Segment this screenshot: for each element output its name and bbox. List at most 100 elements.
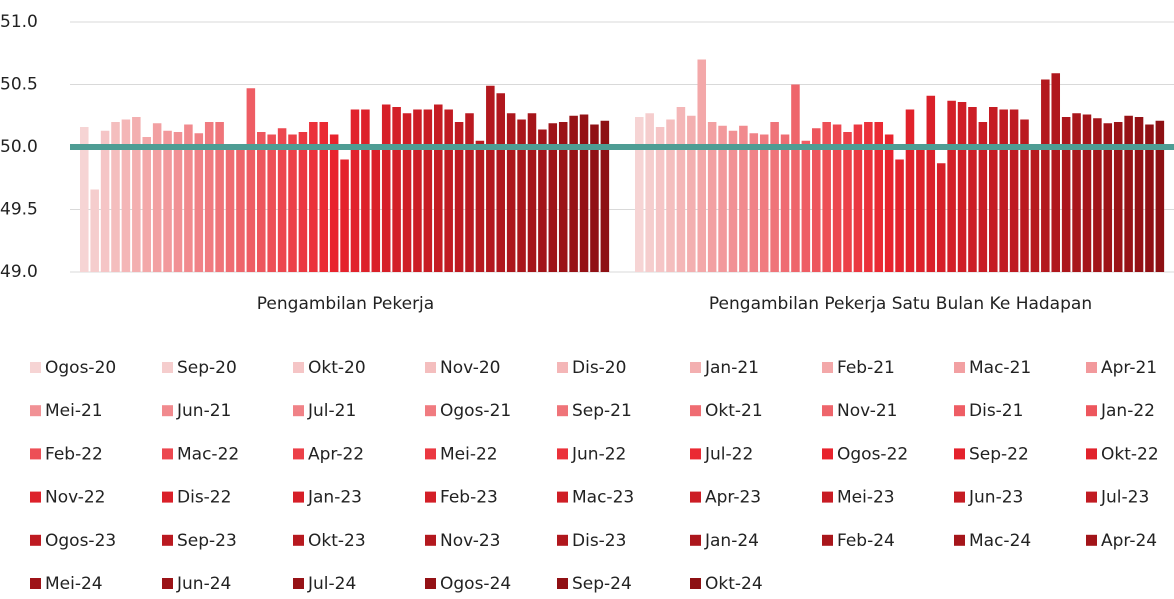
legend-swatch <box>557 448 568 460</box>
legend-label: Sep-24 <box>572 574 632 594</box>
legend-label: Ogos-20 <box>45 358 116 378</box>
bar <box>236 147 245 272</box>
legend-label: Feb-21 <box>837 358 895 378</box>
legend-swatch <box>293 405 304 417</box>
bar <box>517 119 526 272</box>
legend-label: Apr-24 <box>1101 531 1157 551</box>
legend-swatch <box>557 491 568 503</box>
legend-swatch <box>822 362 833 373</box>
legend-swatch <box>557 362 568 373</box>
legend-swatch <box>557 578 568 589</box>
bar <box>1061 117 1071 272</box>
legend-swatch <box>30 448 41 460</box>
bar <box>905 109 915 272</box>
bar <box>801 140 811 272</box>
bar <box>1009 109 1019 272</box>
bar <box>361 109 370 272</box>
bar <box>874 122 884 272</box>
bar <box>246 88 256 272</box>
bar <box>999 109 1008 272</box>
legend-swatch <box>162 362 173 373</box>
bar <box>173 132 183 272</box>
legend-swatch <box>557 405 568 417</box>
legend-label: Jun-21 <box>176 401 231 421</box>
bar <box>676 107 686 272</box>
legend-swatch <box>425 534 436 546</box>
bar <box>548 123 558 272</box>
bar <box>884 134 894 272</box>
bar <box>486 85 495 272</box>
bar <box>309 122 318 272</box>
legend-swatch <box>690 405 701 417</box>
bar <box>718 125 727 272</box>
bar <box>288 134 297 272</box>
legend-label: Jul-23 <box>1100 488 1149 508</box>
legend-label: Sep-23 <box>177 531 237 551</box>
legend-label: Apr-23 <box>705 488 761 508</box>
bar <box>895 159 904 272</box>
legend-swatch <box>425 491 436 503</box>
legend-swatch <box>162 578 173 589</box>
legend-swatch <box>425 405 436 417</box>
legend-label: Okt-22 <box>1101 444 1159 464</box>
bar <box>225 144 235 272</box>
bar <box>697 59 707 272</box>
legend-label: Mac-22 <box>177 444 239 464</box>
bar <box>916 147 925 272</box>
bar <box>350 109 360 272</box>
legend-swatch <box>822 534 833 546</box>
legend-label: Mei-22 <box>440 444 498 464</box>
bar <box>381 104 391 272</box>
legend-label: Mei-24 <box>45 574 103 594</box>
bar <box>947 100 956 272</box>
bar <box>978 122 988 272</box>
legend-label: Jan-24 <box>704 531 759 551</box>
bar <box>267 134 276 272</box>
bar <box>853 124 863 272</box>
y-tick-label: 51.0 <box>0 12 38 32</box>
bar <box>1082 114 1092 272</box>
legend-label: Nov-21 <box>837 401 898 421</box>
legend-label: Feb-23 <box>440 488 498 508</box>
y-tick-label: 49.5 <box>0 200 38 220</box>
bar <box>204 122 214 272</box>
legend-swatch <box>30 534 41 546</box>
legend-label: Nov-20 <box>440 358 501 378</box>
legend-swatch <box>162 491 173 503</box>
legend-label: Mac-21 <box>969 358 1031 378</box>
bar <box>655 127 665 272</box>
bar <box>666 119 675 272</box>
legend-swatch <box>690 491 701 503</box>
bar <box>90 189 99 272</box>
legend-swatch <box>293 578 304 589</box>
bar <box>728 130 738 272</box>
legend-label: Okt-20 <box>308 358 366 378</box>
bar <box>749 133 759 272</box>
legend-label: Dis-22 <box>177 488 231 508</box>
bar <box>645 113 654 272</box>
bar <box>759 134 769 272</box>
bar <box>371 147 381 272</box>
bar <box>496 93 506 272</box>
bar <box>319 122 329 272</box>
bar <box>936 163 946 272</box>
legend-label: Ogos-24 <box>440 574 511 594</box>
legend-swatch <box>162 448 173 460</box>
legend-swatch <box>954 362 965 373</box>
legend-swatch <box>30 362 41 373</box>
legend-swatch <box>1086 448 1097 460</box>
bar <box>413 109 422 272</box>
legend-swatch <box>1086 491 1097 503</box>
legend-swatch <box>293 491 304 503</box>
bar <box>1072 113 1081 272</box>
legend-label: Jun-23 <box>968 488 1023 508</box>
bar <box>832 124 842 272</box>
bar <box>340 159 349 272</box>
bar <box>780 134 790 272</box>
bar <box>329 134 339 272</box>
legend-label: Nov-22 <box>45 488 106 508</box>
legend-swatch <box>1086 362 1097 373</box>
legend-label: Nov-23 <box>440 531 501 551</box>
bar <box>822 122 831 272</box>
bar <box>277 128 287 272</box>
